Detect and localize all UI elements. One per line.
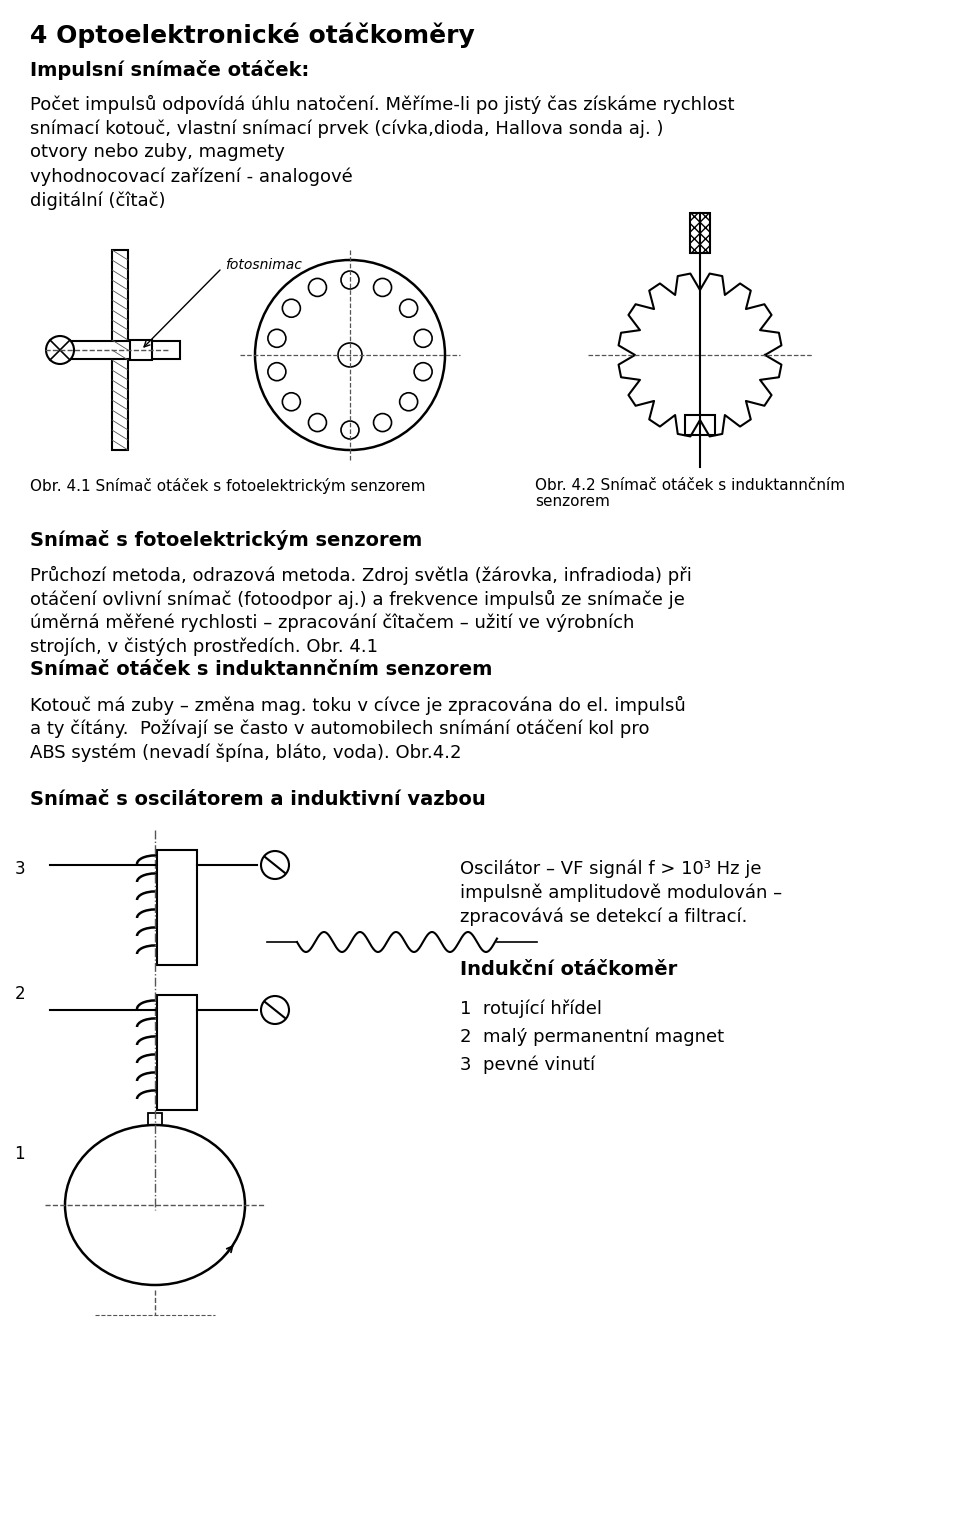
Text: strojích, v čistých prostředích. Obr. 4.1: strojích, v čistých prostředích. Obr. 4.… <box>30 638 378 656</box>
Text: Kotouč má zuby – změna mag. toku v cívce je zpracována do el. impulsů: Kotouč má zuby – změna mag. toku v cívce… <box>30 696 685 715</box>
Circle shape <box>268 363 286 381</box>
Text: úměrná měřené rychlosti – zpracování čîtačem – užití ve výrobních: úměrná měřené rychlosti – zpracování čît… <box>30 613 635 633</box>
Text: Snímač s oscilátorem a induktivní vazbou: Snímač s oscilátorem a induktivní vazbou <box>30 790 486 808</box>
Text: 2  malý permanentní magnet: 2 malý permanentní magnet <box>460 1028 724 1047</box>
Text: 1: 1 <box>14 1145 25 1164</box>
Text: Obr. 4.1 Snímač otáček s fotoelektrickým senzorem: Obr. 4.1 Snímač otáček s fotoelektrickým… <box>30 478 425 493</box>
Text: Počet impulsů odpovídá úhlu natočení. Měříme-li po jistý čas získáme rychlost: Počet impulsů odpovídá úhlu natočení. Mě… <box>30 95 734 114</box>
Text: fotosnimac: fotosnimac <box>225 258 301 272</box>
Text: digitální (čîtač): digitální (čîtač) <box>30 191 165 209</box>
Bar <box>157 850 197 965</box>
Circle shape <box>341 271 359 289</box>
Text: 2: 2 <box>14 985 25 1004</box>
Circle shape <box>414 329 432 347</box>
Ellipse shape <box>65 1125 245 1285</box>
Text: a ty čítány.  Požívají se často v automobilech snímání otáčení kol pro: a ty čítány. Požívají se často v automob… <box>30 719 650 738</box>
Text: Oscilátor – VF signál f > 10³ Hz je: Oscilátor – VF signál f > 10³ Hz je <box>460 861 761 879</box>
Text: 1  rotující hřídel: 1 rotující hřídel <box>460 1001 602 1019</box>
Text: 3: 3 <box>14 861 25 878</box>
Text: otáčení ovlivní snímač (fotoodpor aj.) a frekvence impulsů ze snímače je: otáčení ovlivní snímač (fotoodpor aj.) a… <box>30 590 684 609</box>
Text: Snímač s fotoelektrickým senzorem: Snímač s fotoelektrickým senzorem <box>30 530 422 550</box>
Bar <box>112 251 128 450</box>
Circle shape <box>255 260 445 450</box>
Text: 3  pevné vinutí: 3 pevné vinutí <box>460 1056 595 1074</box>
Text: Indukční otáčkoměr: Indukční otáčkoměr <box>460 961 677 979</box>
Circle shape <box>282 300 300 317</box>
Text: snímací kotouč, vlastní snímací prvek (cívka,dioda, Hallova sonda aj. ): snímací kotouč, vlastní snímací prvek (c… <box>30 118 663 137</box>
Bar <box>130 340 152 360</box>
Circle shape <box>268 329 286 347</box>
Text: Impulsní snímače otáček:: Impulsní snímače otáček: <box>30 60 309 80</box>
Bar <box>148 1113 162 1133</box>
Text: Průchozí metoda, odrazová metoda. Zdroj světla (žárovka, infradioda) při: Průchozí metoda, odrazová metoda. Zdroj … <box>30 566 692 586</box>
Text: otvory nebo zuby, magmety: otvory nebo zuby, magmety <box>30 143 285 161</box>
Circle shape <box>261 996 289 1024</box>
Circle shape <box>282 393 300 410</box>
Text: impulsně amplitudově modulován –: impulsně amplitudově modulován – <box>460 884 782 902</box>
Circle shape <box>399 300 418 317</box>
Bar <box>690 214 710 254</box>
Circle shape <box>46 337 74 364</box>
Circle shape <box>261 851 289 879</box>
Text: ABS systém (nevadí špína, bláto, voda). Obr.4.2: ABS systém (nevadí špína, bláto, voda). … <box>30 744 462 762</box>
Circle shape <box>341 421 359 440</box>
Circle shape <box>399 393 418 410</box>
Text: vyhodnocovací zařízení - analogové: vyhodnocovací zařízení - analogové <box>30 168 352 186</box>
Bar <box>157 994 197 1110</box>
Circle shape <box>373 413 392 432</box>
Bar <box>685 415 715 435</box>
Circle shape <box>373 278 392 297</box>
Circle shape <box>308 278 326 297</box>
Circle shape <box>308 413 326 432</box>
Text: 4 Optoelektronické otáčkoměry: 4 Optoelektronické otáčkoměry <box>30 22 475 48</box>
Circle shape <box>414 363 432 381</box>
Text: senzorem: senzorem <box>535 493 610 509</box>
Text: Snímač otáček s induktannčním senzorem: Snímač otáček s induktannčním senzorem <box>30 659 492 679</box>
Circle shape <box>338 343 362 367</box>
Bar <box>60 341 180 360</box>
Text: Obr. 4.2 Snímač otáček s induktannčním: Obr. 4.2 Snímač otáček s induktannčním <box>535 478 845 493</box>
Text: zpracovává se detekcí a filtrací.: zpracovává se detekcí a filtrací. <box>460 908 748 927</box>
